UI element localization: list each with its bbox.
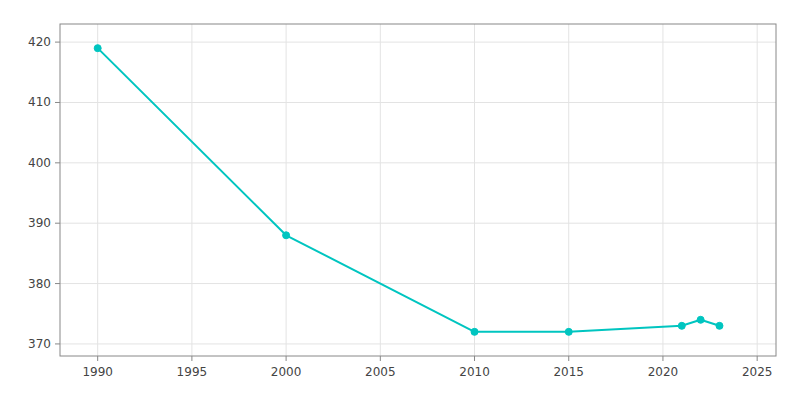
x-tick-label: 2025: [742, 365, 773, 379]
x-tick-mark: [474, 356, 475, 361]
y-tick-mark: [55, 162, 60, 163]
x-tick-label: 2020: [648, 365, 679, 379]
point: [283, 232, 290, 239]
x-grid-line: [662, 24, 663, 356]
y-tick-label: 380: [28, 277, 51, 291]
x-grid-line: [97, 24, 98, 356]
x-grid-line: [568, 24, 569, 356]
chart-svg: 1990 1995 2000 2005 2010 2015 2020 2025 370 380 39…: [0, 0, 800, 400]
y-tick-mark: [55, 283, 60, 284]
x-grid-line: [474, 24, 475, 356]
x-grid-line: [191, 24, 192, 356]
x-tick-label: 2005: [365, 365, 396, 379]
x-tick-label: 1995: [177, 365, 208, 379]
x-tick-label: 1990: [82, 365, 113, 379]
x-tick-label: 2010: [459, 365, 490, 379]
point: [471, 328, 478, 335]
y-tick-mark: [55, 102, 60, 103]
y-tick-mark: [55, 343, 60, 344]
line: [98, 48, 720, 332]
y-grid-line: [60, 102, 776, 103]
point: [565, 328, 572, 335]
y-grid-line: [60, 343, 776, 344]
y-tick-mark: [55, 223, 60, 224]
x-tick-mark: [380, 356, 381, 361]
point: [94, 45, 101, 52]
x-tick-mark: [568, 356, 569, 361]
x-tick-mark: [286, 356, 287, 361]
x-grid-line: [380, 24, 381, 356]
grid: [60, 24, 776, 356]
plot-area: [94, 45, 723, 336]
point: [697, 316, 704, 323]
x-grid-line: [757, 24, 758, 356]
y-tick-label: 390: [28, 216, 51, 230]
y-tick-label: 410: [28, 95, 51, 109]
x-tick-label: 2015: [553, 365, 584, 379]
plot-frame: [60, 24, 776, 356]
x-tick-mark: [191, 356, 192, 361]
y-tick-label: 420: [28, 35, 51, 49]
y-tick-label: 400: [28, 156, 51, 170]
y-grid-line: [60, 42, 776, 43]
y-tick-label: 370: [28, 337, 51, 351]
x-tick-mark: [757, 356, 758, 361]
axes: 1990 1995 2000 2005 2010 2015 2020 2025 370 380 39…: [28, 24, 776, 379]
y-grid-line: [60, 283, 776, 284]
x-tick-label: 2000: [271, 365, 302, 379]
y-grid-line: [60, 223, 776, 224]
x-tick-mark: [662, 356, 663, 361]
x-grid-line: [286, 24, 287, 356]
chart-container: 1990 1995 2000 2005 2010 2015 2020 2025 370 380 39…: [0, 0, 800, 400]
point: [678, 322, 685, 329]
y-grid-line: [60, 162, 776, 163]
x-tick-mark: [97, 356, 98, 361]
point: [716, 322, 723, 329]
y-tick-mark: [55, 42, 60, 43]
